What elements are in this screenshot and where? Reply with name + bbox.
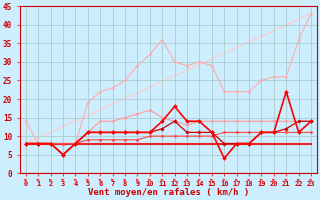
X-axis label: Vent moyen/en rafales ( km/h ): Vent moyen/en rafales ( km/h ) bbox=[88, 188, 249, 197]
